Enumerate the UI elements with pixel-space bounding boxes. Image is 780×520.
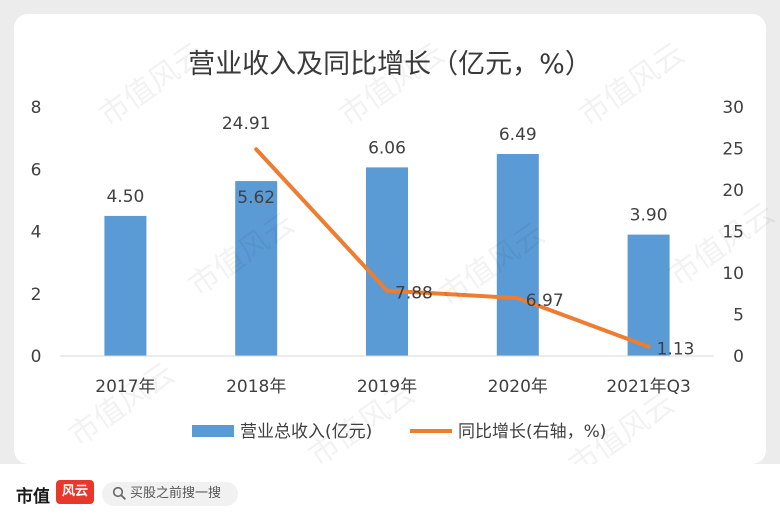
brand-name: 市值 [16,487,50,507]
bar-4 [627,234,670,356]
bar-3 [496,153,539,356]
y-left-tick-3: 6 [31,160,42,180]
legend-bar-swatch [192,425,234,437]
search-icon [112,486,126,500]
y-left-tick-4: 8 [31,98,42,118]
chart-title: 营业收入及同比增长（亿元，%） [188,49,592,80]
brand-logo: 风云 [56,480,94,504]
bar-label-0: 4.50 [106,187,144,207]
legend-line-label: 同比增长(右轴，%) [458,422,606,442]
growth-line [254,147,651,349]
bar-label-4: 3.90 [630,206,668,226]
search-placeholder: 买股之前搜一搜 [130,486,222,501]
chart-card: 营业收入及同比增长（亿元，%） 4.50 5.62 6.06 6.49 3.90 24.9… [14,14,766,464]
bar-label-1: 5.62 [237,188,275,208]
bar-label-2: 6.06 [368,138,406,158]
y-left-tick-0: 0 [31,347,42,367]
y-right-tick-2: 10 [722,264,744,284]
y-right-tick-4: 20 [722,181,744,201]
y-right-tick-5: 25 [722,140,744,160]
x-tick-2: 2019年 [357,377,417,397]
x-tick-3: 2020年 [488,377,548,397]
y-right-tick-0: 0 [733,347,744,367]
bar-0 [104,215,147,356]
line-label-4: 1.13 [657,340,695,360]
line-label-3: 6.97 [526,291,564,311]
chart-svg: 4.50 5.62 6.06 6.49 3.90 24.91 7.88 6.97 1.13 0 2… [31,98,744,442]
x-tick-0: 2017年 [95,377,155,397]
y-right-tick-3: 15 [722,223,744,243]
bar-label-3: 6.49 [499,125,537,145]
bar-1 [235,181,278,356]
bar-2 [366,167,408,356]
line-label-2: 7.88 [395,284,433,304]
x-tick-4: 2021年Q3 [606,377,690,397]
y-right-tick-6: 30 [722,98,744,118]
search-box[interactable]: 买股之前搜一搜 [102,482,238,506]
line-label-1: 24.91 [222,114,271,134]
y-left-tick-1: 2 [31,285,42,305]
y-right-tick-1: 5 [733,306,744,326]
footer-bar: 市值 风云 买股之前搜一搜 [0,464,780,520]
legend-bar-label: 营业总收入(亿元) [240,422,372,442]
x-tick-1: 2018年 [226,377,286,397]
y-left-tick-2: 4 [31,223,42,243]
